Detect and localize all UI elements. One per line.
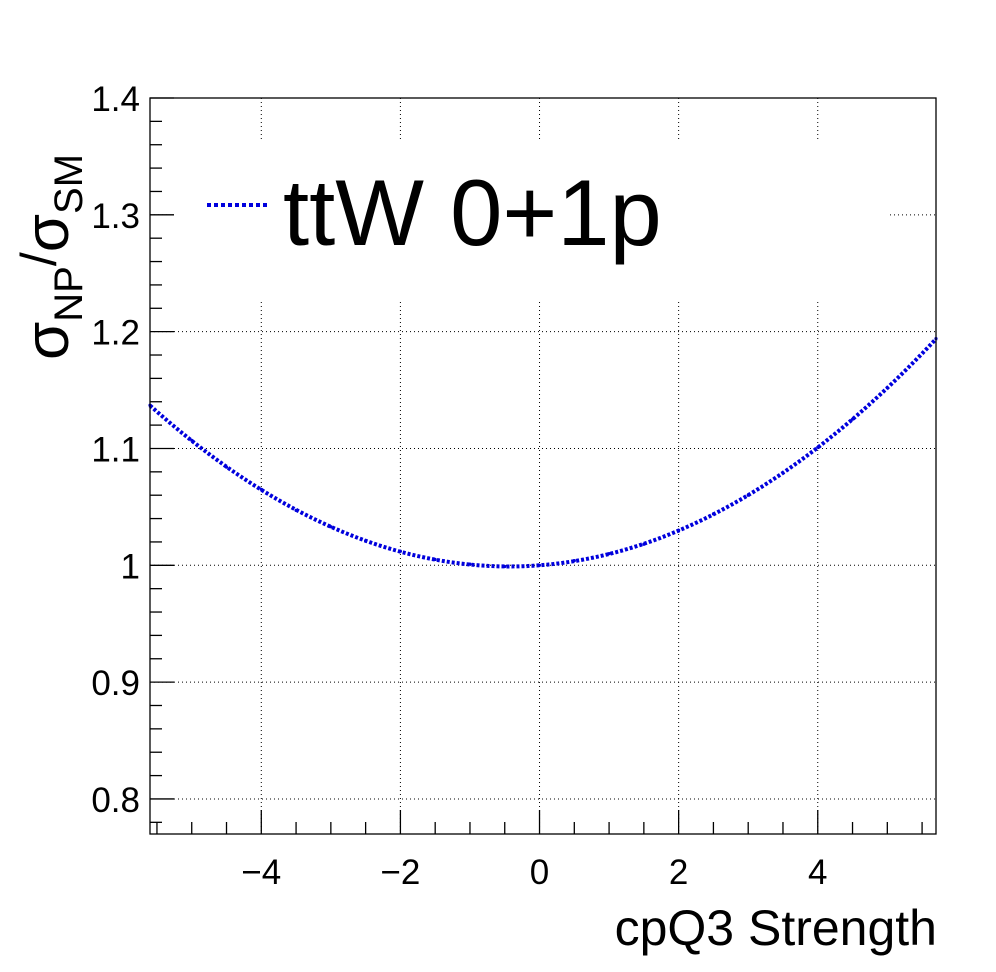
series-point-0-1 xyxy=(190,438,194,442)
plot-frame xyxy=(149,97,937,835)
series-point-0-11 xyxy=(537,563,542,567)
y-axis-title-sym2: σ xyxy=(13,214,82,252)
x-tick-label-0: −4 xyxy=(241,853,281,892)
y-axis-title-sub2: SM xyxy=(47,154,91,214)
series-point-0-9 xyxy=(468,562,472,566)
legend: ttW 0+1p xyxy=(170,140,890,300)
y-axis-title: σNP/σSM xyxy=(11,154,91,360)
x-axis-title: cpQ3 Strength xyxy=(615,900,937,956)
series-point-0-20 xyxy=(850,417,855,421)
y-axis-title-slash: / xyxy=(11,252,67,266)
series-line-0 xyxy=(148,337,938,569)
series xyxy=(148,337,938,569)
y-tick-label-5: 1.3 xyxy=(91,197,140,236)
frame xyxy=(149,97,937,835)
x-tick-label-1: −2 xyxy=(380,853,420,892)
series-point-0-10 xyxy=(503,564,507,569)
legend-box xyxy=(170,140,890,300)
series-point-0-19 xyxy=(816,445,820,449)
series-point-0-12 xyxy=(572,559,576,563)
series-point-0-21 xyxy=(885,386,889,390)
series-point-0-7 xyxy=(398,549,403,553)
series-point-0-18 xyxy=(781,471,785,475)
y-tick-label-0: 0.8 xyxy=(91,781,140,820)
svg-text:σNP/σSM: σNP/σSM xyxy=(11,154,91,360)
legend-label-ttw: ttW 0+1p xyxy=(283,160,662,265)
y-tick-label-6: 1.4 xyxy=(91,80,140,119)
series-point-0-4 xyxy=(294,508,298,512)
series-point-0-17 xyxy=(746,493,750,497)
series-point-0-13 xyxy=(607,552,611,556)
series-point-0-2 xyxy=(224,465,229,469)
y-tick-label-2: 1 xyxy=(121,547,140,586)
tick-labels: −4 −2 0 2 4 0.8 0.9 1 1.1 1.2 1.3 1.4 xyxy=(91,80,827,892)
series-point-0-6 xyxy=(364,539,368,543)
y-axis-title-sub1: NP xyxy=(47,266,91,322)
series-point-0-15 xyxy=(677,528,681,532)
y-tick-label-1: 0.9 xyxy=(91,664,140,703)
ticks xyxy=(150,97,923,834)
x-tick-label-2: 0 xyxy=(530,853,549,892)
x-tick-label-3: 2 xyxy=(669,853,688,892)
series-point-0-5 xyxy=(329,525,333,529)
y-tick-label-4: 1.2 xyxy=(91,314,140,353)
y-tick-label-3: 1.1 xyxy=(91,430,140,469)
series-point-0-16 xyxy=(711,512,716,516)
series-point-0-14 xyxy=(642,542,646,546)
x-tick-label-4: 4 xyxy=(808,853,827,892)
series-point-0-8 xyxy=(433,557,437,562)
y-axis-title-sym1: σ xyxy=(13,322,82,360)
series-point-0-3 xyxy=(259,487,263,491)
